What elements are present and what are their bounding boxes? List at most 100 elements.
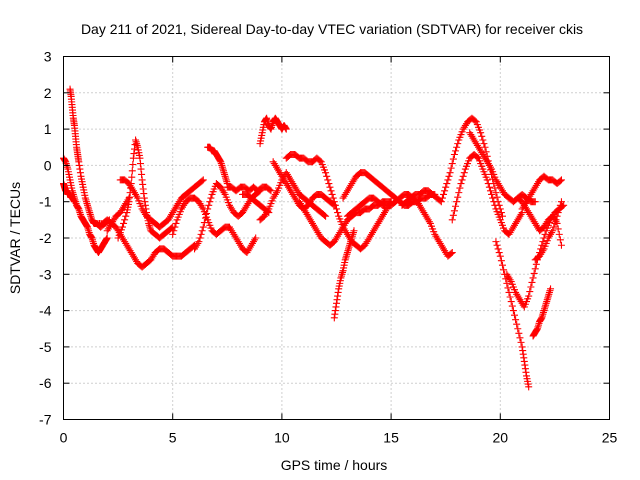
data-point xyxy=(125,194,133,202)
data-point xyxy=(199,176,207,184)
data-point xyxy=(554,225,562,233)
data-point xyxy=(500,266,508,274)
data-point xyxy=(515,329,523,337)
data-point xyxy=(207,194,215,202)
data-point xyxy=(198,177,206,185)
data-point xyxy=(471,117,479,125)
series-arc-24 xyxy=(529,285,555,340)
data-point xyxy=(198,227,206,235)
data-point xyxy=(172,219,180,227)
data-point xyxy=(550,223,558,231)
data-point xyxy=(449,211,457,219)
data-point xyxy=(199,223,207,231)
data-point xyxy=(477,129,485,137)
data-point xyxy=(452,147,460,155)
data-point xyxy=(169,230,177,238)
y-tick-label: -3 xyxy=(39,266,52,282)
series-arc-19 xyxy=(398,114,506,220)
ticks-layer: 0 5 10 15 20 25 -7 -6 -5 -4 -3 -2 -1 0 1 2 3 xyxy=(39,49,617,446)
data-point xyxy=(326,183,334,191)
data-point xyxy=(454,140,462,148)
data-point xyxy=(205,201,213,209)
data-point xyxy=(334,209,342,217)
data-point xyxy=(438,194,446,202)
data-point xyxy=(503,279,511,287)
data-point xyxy=(325,180,333,188)
data-point xyxy=(444,176,452,184)
y-tick-label: -6 xyxy=(39,375,52,391)
data-point xyxy=(322,169,330,177)
data-point xyxy=(495,249,503,257)
data-point xyxy=(448,216,456,224)
data-point xyxy=(494,245,502,253)
data-point xyxy=(328,190,336,198)
series-arc-2 xyxy=(66,85,113,231)
data-point xyxy=(437,198,445,206)
y-tick-label: 1 xyxy=(44,121,52,137)
data-point xyxy=(442,183,450,191)
data-point xyxy=(506,293,514,301)
series-arc-29 xyxy=(239,190,273,217)
data-point xyxy=(516,334,524,342)
x-tick-label: 5 xyxy=(169,430,177,446)
data-point xyxy=(203,209,211,217)
data-point xyxy=(493,193,501,201)
data-point xyxy=(517,338,525,346)
data-point xyxy=(530,269,538,277)
data-point xyxy=(538,241,546,249)
data-point xyxy=(556,201,564,209)
data-point xyxy=(128,167,136,175)
data-point xyxy=(443,180,451,188)
data-point xyxy=(120,219,128,227)
series-arc-10 xyxy=(223,183,275,195)
data-point xyxy=(547,285,555,293)
data-point xyxy=(452,202,460,210)
data-point xyxy=(128,173,136,181)
y-tick-label: -4 xyxy=(39,303,52,319)
series-arc-7 xyxy=(169,194,260,257)
data-point xyxy=(529,274,537,282)
data-point xyxy=(555,230,563,238)
data-point xyxy=(480,140,488,148)
data-point xyxy=(316,157,324,165)
data-point xyxy=(556,177,564,185)
data-point xyxy=(267,187,275,195)
series-arc-5 xyxy=(114,136,177,242)
series-arc-22 xyxy=(492,238,533,391)
data-point xyxy=(527,283,535,291)
y-tick-label: 2 xyxy=(44,85,52,101)
data-point xyxy=(479,136,487,144)
data-point xyxy=(509,307,517,315)
data-point xyxy=(525,292,533,300)
data-point xyxy=(504,284,512,292)
data-point xyxy=(129,160,137,168)
data-point xyxy=(441,187,449,195)
data-point xyxy=(478,132,486,140)
y-tick-label: -1 xyxy=(39,194,52,210)
data-point xyxy=(121,216,129,224)
data-point xyxy=(512,316,520,324)
data-point xyxy=(450,207,458,215)
x-tick-label: 25 xyxy=(602,430,618,446)
data-point xyxy=(324,176,332,184)
data-point xyxy=(493,241,501,249)
data-point xyxy=(448,160,456,168)
y-tick-label: 0 xyxy=(44,157,52,173)
data-point xyxy=(513,320,521,328)
data-point xyxy=(264,208,272,216)
data-point xyxy=(282,125,290,133)
series-arc-17 xyxy=(339,169,439,209)
data-point xyxy=(206,198,214,206)
data-point xyxy=(195,238,203,246)
chart-title: Day 211 of 2021, Sidereal Day-to-day VTE… xyxy=(81,21,583,37)
series-arc-11 xyxy=(256,114,290,148)
data-point xyxy=(445,172,453,180)
data-point xyxy=(447,249,455,257)
data-point xyxy=(457,180,465,188)
data-point xyxy=(460,169,468,177)
x-axis-label: GPS time / hours xyxy=(281,457,388,473)
data-point xyxy=(481,143,489,151)
data-point xyxy=(557,176,565,184)
data-point xyxy=(488,190,496,198)
data-point xyxy=(201,214,209,222)
